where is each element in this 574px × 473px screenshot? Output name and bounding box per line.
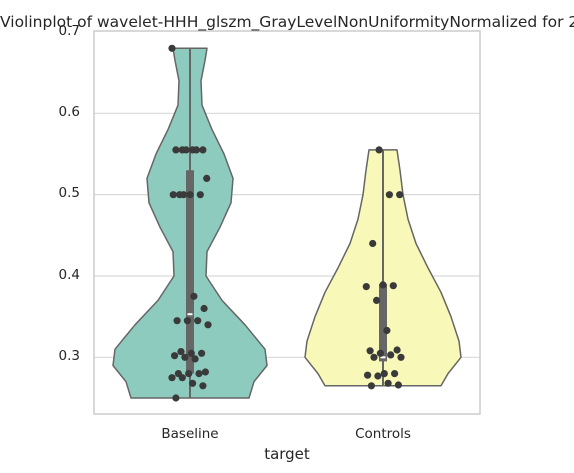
data-point xyxy=(200,304,208,313)
data-point xyxy=(367,382,375,390)
iqr-box-controls xyxy=(379,284,387,362)
data-point xyxy=(178,374,186,382)
violins xyxy=(112,47,462,399)
data-point xyxy=(366,347,374,355)
data-point xyxy=(364,371,372,379)
data-point xyxy=(396,191,404,199)
data-point xyxy=(199,382,207,390)
box-plots xyxy=(186,48,387,398)
data-point xyxy=(203,174,211,182)
data-point xyxy=(168,374,176,382)
data-point xyxy=(195,370,203,378)
data-point xyxy=(397,353,405,361)
data-point xyxy=(186,191,194,199)
data-point xyxy=(173,317,181,325)
x-tick-label: Controls xyxy=(355,426,411,442)
data-point xyxy=(199,146,207,154)
data-point xyxy=(374,372,382,380)
data-point xyxy=(370,353,378,361)
data-point xyxy=(185,370,193,378)
data-point xyxy=(183,317,191,325)
data-point xyxy=(169,191,177,199)
data-point xyxy=(204,321,212,329)
data-point xyxy=(196,191,204,199)
data-point xyxy=(190,292,198,300)
data-point xyxy=(168,44,176,52)
data-point xyxy=(369,239,377,248)
data-point xyxy=(192,146,200,154)
data-point xyxy=(201,368,209,376)
data-point xyxy=(375,146,383,154)
data-point xyxy=(187,349,195,357)
data-point xyxy=(171,352,179,360)
y-tick-label: 0.5 xyxy=(58,185,80,201)
data-point xyxy=(373,296,381,304)
data-point xyxy=(362,283,370,291)
y-tick-label: 0.6 xyxy=(58,104,80,120)
data-point xyxy=(180,191,188,199)
x-tick-label: Baseline xyxy=(161,426,219,442)
x-axis-label: target xyxy=(264,445,310,463)
iqr-box-baseline xyxy=(186,170,194,374)
data-point xyxy=(172,146,180,154)
data-point xyxy=(198,349,206,357)
data-point xyxy=(391,370,399,378)
plot-frame xyxy=(93,30,481,415)
data-point xyxy=(182,146,190,154)
data-point xyxy=(394,381,402,389)
y-tick-label: 0.4 xyxy=(58,267,80,283)
y-tick-label: 0.7 xyxy=(58,23,80,39)
data-point xyxy=(376,349,384,357)
chart-title: Violinplot of wavelet-HHH_glszm_GrayLeve… xyxy=(0,13,574,31)
data-point xyxy=(181,353,189,361)
data-point xyxy=(191,355,199,363)
data-point xyxy=(172,394,180,402)
data-point xyxy=(389,282,397,290)
data-point xyxy=(385,191,393,199)
data-point xyxy=(384,379,392,387)
data-point xyxy=(189,379,197,387)
data-point xyxy=(383,326,391,335)
data-point xyxy=(194,317,202,325)
data-point xyxy=(379,281,387,289)
data-points xyxy=(168,44,405,402)
data-point xyxy=(177,348,185,356)
y-tick-label: 0.3 xyxy=(58,348,80,364)
data-point xyxy=(380,370,388,378)
data-point xyxy=(393,346,401,354)
data-point xyxy=(387,351,395,359)
